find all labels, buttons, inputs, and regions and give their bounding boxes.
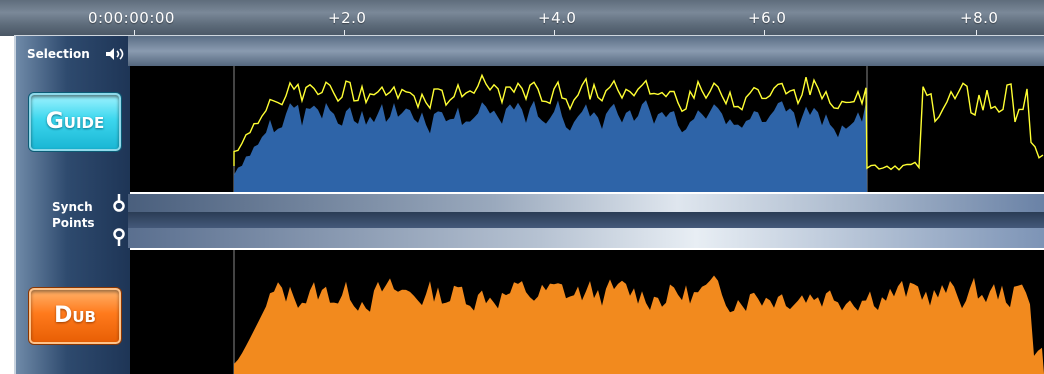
guide-track[interactable] [130,66,1044,192]
ruler-label-8: +8.0 [960,9,999,27]
synch-pin-top-icon[interactable] [112,194,126,212]
time-ruler[interactable]: 0:00:00:00 +2.0 +4.0 +6.0 +8.0 [0,0,1044,37]
ruler-label-start: 0:00:00:00 [88,9,175,27]
synch-label-line1: Synch [52,200,93,214]
ruler-tick [554,30,555,36]
ruler-tick [344,30,345,36]
synch-points-bar-bottom[interactable] [128,228,1044,248]
guide-waveform-fill [234,100,867,192]
speaker-icon[interactable] [104,46,130,62]
synch-divider [128,212,1044,228]
synch-points-label: Synch Points [52,199,95,231]
track-header-panel: Selection Guide Synch Points Dub [14,36,130,374]
guide-envelope-line [233,73,1044,171]
ruler-tick [134,30,135,36]
dub-waveform [233,250,1044,374]
guide-button[interactable]: Guide [29,93,121,151]
synch-points-bar-top[interactable] [128,194,1044,212]
selection-label: Selection [27,47,90,61]
ruler-label-4: +4.0 [538,9,577,27]
ruler-label-2: +2.0 [328,9,367,27]
guide-waveform [233,66,1044,192]
synch-pin-bottom-icon[interactable] [112,228,126,246]
synch-label-line2: Points [52,216,95,230]
ruler-tick [976,30,977,36]
dub-track[interactable] [130,250,1044,374]
dub-waveform-fill [234,275,1044,374]
ruler-label-6: +6.0 [748,9,787,27]
ruler-tick [764,30,765,36]
dub-button[interactable]: Dub [29,288,121,344]
selection-bar[interactable] [128,36,1044,66]
